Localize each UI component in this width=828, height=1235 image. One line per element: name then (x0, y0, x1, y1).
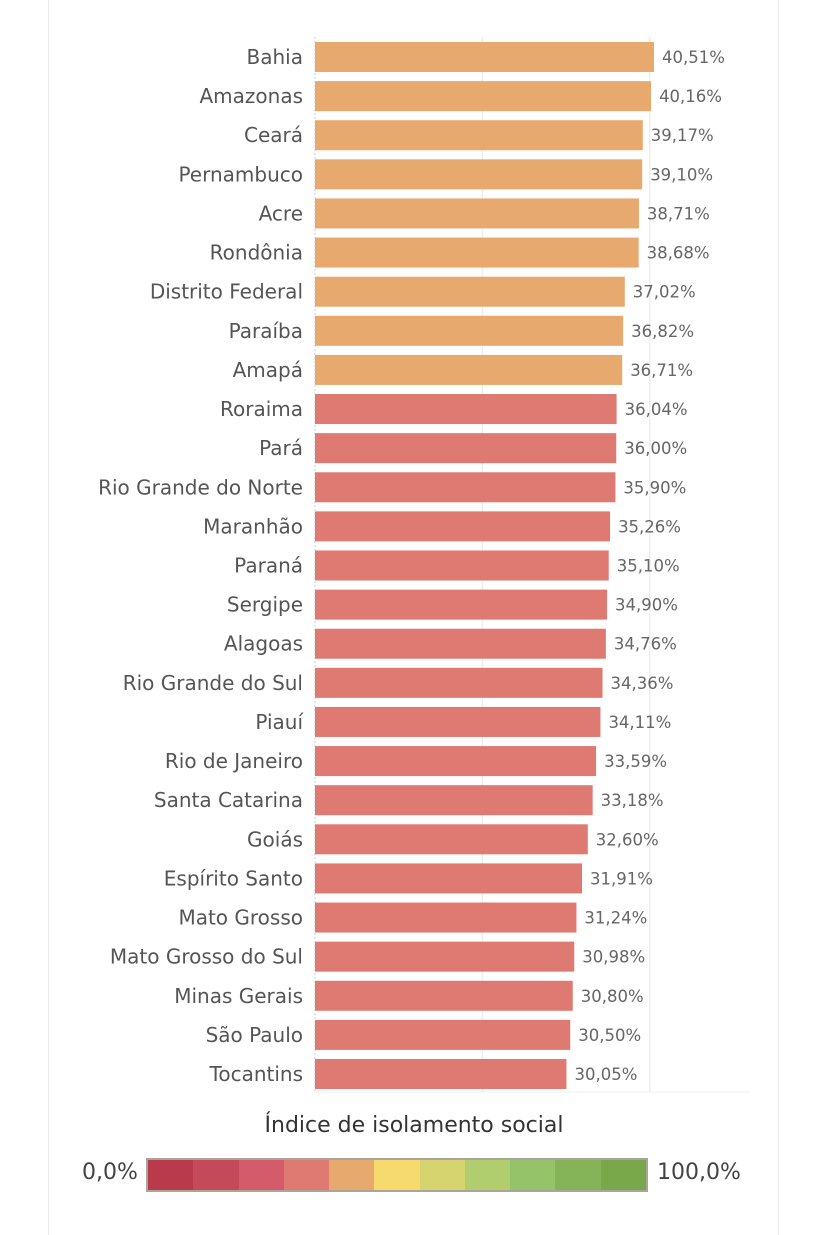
bar-25 (315, 1019, 571, 1050)
category-label: Tocantins (209, 1062, 303, 1086)
legend-min-label: 0,0% (82, 1160, 138, 1185)
category-label: Paraná (234, 554, 303, 578)
category-label: Bahia (247, 45, 303, 69)
ramp-swatch (464, 1160, 511, 1190)
bar-5 (315, 237, 639, 268)
data-label: 30,05% (574, 1065, 637, 1084)
category-label: Mato Grosso (178, 906, 303, 930)
data-label: 40,51% (662, 48, 725, 67)
category-label: Acre (259, 201, 303, 225)
data-label: 32,60% (596, 830, 659, 849)
bar-13 (315, 550, 609, 581)
bar-19 (315, 785, 593, 816)
category-label: Goiás (247, 827, 303, 851)
bar-21 (315, 863, 583, 894)
category-label: Paraíba (229, 319, 303, 343)
ramp-swatch (419, 1160, 465, 1190)
category-label: Rio Grande do Sul (123, 671, 303, 695)
legend-max-label: 100,0% (657, 1160, 741, 1185)
data-label: 31,24% (584, 909, 647, 928)
category-label: Ceará (244, 123, 303, 147)
category-label: Rio Grande do Norte (98, 475, 303, 499)
bar-24 (315, 980, 573, 1011)
bar-10 (315, 433, 617, 464)
data-label: 30,80% (581, 987, 644, 1006)
bar-22 (315, 902, 577, 933)
data-label: 33,59% (604, 752, 667, 771)
bar-18 (315, 746, 597, 777)
data-label: 39,17% (651, 126, 714, 145)
category-label: Espírito Santo (164, 866, 303, 890)
category-label: São Paulo (206, 1023, 303, 1047)
category-label: Maranhão (203, 514, 303, 538)
category-label: Rio de Janeiro (165, 749, 303, 773)
bar-26 (315, 1059, 567, 1089)
category-label: Amapá (233, 358, 303, 382)
bar-3 (315, 159, 643, 190)
bar-16 (315, 667, 603, 698)
bar-14 (315, 589, 608, 620)
bar-7 (315, 315, 624, 346)
category-label: Sergipe (227, 593, 303, 617)
data-label: 37,02% (633, 283, 696, 302)
bar-2 (315, 120, 643, 151)
data-label: 35,90% (623, 478, 686, 497)
category-label: Pernambuco (178, 162, 303, 186)
color-ramp-legend (146, 1158, 648, 1192)
category-label: Rondônia (210, 241, 303, 265)
data-label: 31,91% (590, 869, 653, 888)
category-label: Amazonas (199, 84, 303, 108)
bar-12 (315, 511, 611, 542)
data-label: 36,71% (630, 361, 693, 380)
ramp-swatch (555, 1160, 601, 1190)
data-label: 35,26% (618, 517, 681, 536)
bar-11 (315, 472, 616, 503)
data-label: 34,76% (614, 635, 677, 654)
bar-1 (315, 81, 652, 112)
data-label: 34,36% (611, 674, 674, 693)
category-label: Mato Grosso do Sul (110, 945, 303, 969)
ramp-swatch (148, 1160, 194, 1190)
data-label: 38,71% (647, 204, 710, 223)
right-border (778, 0, 779, 1235)
bar-23 (315, 941, 575, 972)
bar-8 (315, 354, 623, 385)
bar-0 (315, 42, 654, 72)
ramp-swatch (329, 1160, 375, 1190)
bar-17 (315, 706, 601, 737)
data-label: 36,82% (631, 322, 694, 341)
category-label: Distrito Federal (150, 280, 303, 304)
category-label: Santa Catarina (154, 788, 303, 812)
data-label: 34,11% (608, 713, 671, 732)
data-label: 40,16% (659, 87, 722, 106)
left-border (48, 0, 49, 1235)
bar-20 (315, 824, 588, 855)
bar-6 (315, 276, 625, 307)
category-label: Piauí (255, 710, 304, 734)
bar-9 (315, 394, 617, 425)
data-label: 30,98% (582, 948, 645, 967)
data-label: 39,10% (650, 165, 713, 184)
category-label: Minas Gerais (174, 984, 303, 1008)
bar-chart: Bahia 40,51% Amazonas 40,16% Ceará 39,17% Pern… (98, 37, 751, 1093)
data-label: 30,50% (578, 1026, 641, 1045)
data-label: 34,90% (615, 596, 678, 615)
ramp-swatch (238, 1160, 284, 1190)
data-label: 36,00% (624, 439, 687, 458)
category-label: Pará (259, 436, 303, 460)
data-label: 38,68% (647, 244, 710, 263)
bar-4 (315, 198, 639, 229)
ramp-swatch (193, 1160, 239, 1190)
category-label: Roraima (220, 397, 303, 421)
bar-15 (315, 628, 606, 659)
ramp-swatch (283, 1160, 330, 1190)
legend-title: Índice de isolamento social (264, 1113, 564, 1138)
data-label: 35,10% (617, 557, 680, 576)
data-label: 33,18% (601, 791, 664, 810)
ramp-swatch (374, 1160, 420, 1190)
ramp-swatch (600, 1160, 646, 1190)
ramp-swatch (510, 1160, 556, 1190)
category-label: Alagoas (224, 632, 303, 656)
data-label: 36,04% (625, 400, 688, 419)
